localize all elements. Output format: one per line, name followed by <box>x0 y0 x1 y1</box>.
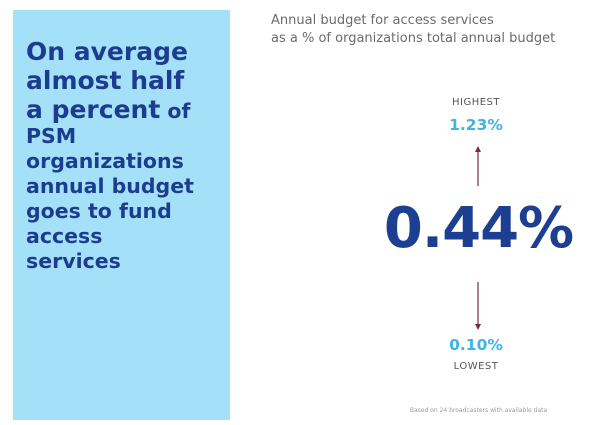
headline-line-7: goes to fund <box>26 199 172 223</box>
headline-line-3-strong: a percent <box>26 95 161 124</box>
headline-line-6: annual budget <box>26 174 194 198</box>
average-value: 0.44% <box>383 196 574 261</box>
headline-line-4: PSM <box>26 124 77 148</box>
headline-line-2: almost half <box>26 66 185 95</box>
headline-line-5: organizations <box>26 149 184 173</box>
stat-title-line-1: Annual budget for access services <box>271 13 494 28</box>
summary-panel <box>13 10 230 420</box>
lowest-label: LOWEST <box>453 361 499 372</box>
headline-line-1: On average <box>26 37 188 66</box>
arrow-up-icon <box>475 146 481 186</box>
stat-title-line-2: as a % of organizations total annual bud… <box>271 31 556 46</box>
highest-value: 1.23% <box>449 116 503 134</box>
lowest-value: 0.10% <box>449 336 503 354</box>
footnote: Based on 24 broadcasters with available … <box>409 407 548 414</box>
headline-line-3-rest: of <box>160 99 191 123</box>
arrow-down-icon <box>475 282 481 330</box>
summary-headline: On average almost half a percent of PSM orga… <box>26 37 226 274</box>
highest-label: HIGHEST <box>451 97 500 108</box>
headline-line-9: services <box>26 249 121 273</box>
headline-line-8: access <box>26 224 103 248</box>
stat-title: Annual budget for access services as a % … <box>271 12 607 48</box>
